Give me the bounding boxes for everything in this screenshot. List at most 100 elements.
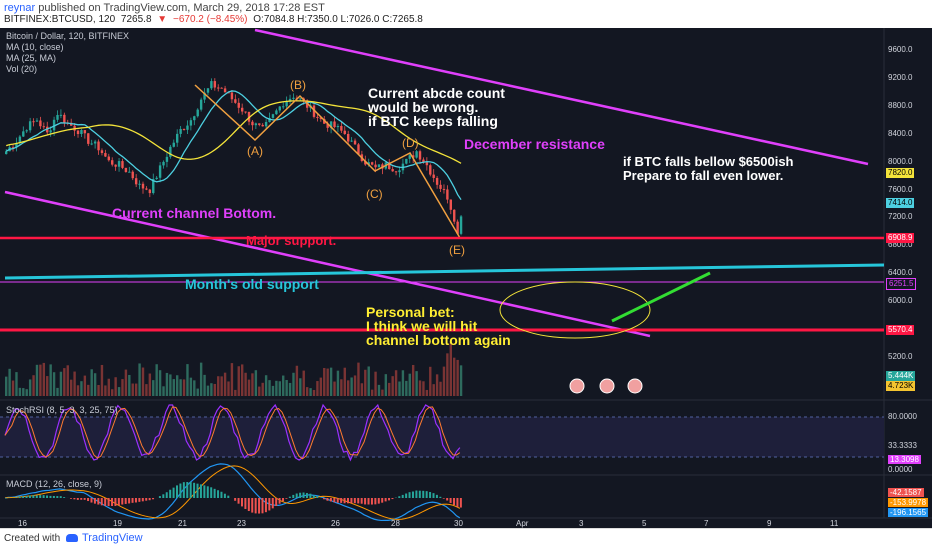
macd-histogram-bar [101, 498, 103, 505]
macd-histogram-bar [426, 491, 428, 498]
macd-histogram-bar [446, 498, 448, 501]
volume-bar [132, 384, 134, 396]
macd-histogram-bar [265, 498, 267, 512]
chart-area[interactable]: Bitcoin / Dollar, 120, BITFINEX MA (10, … [0, 28, 932, 528]
volume-bar [91, 369, 93, 396]
volume-bar [53, 372, 55, 396]
abcde-note: Current abcde count would be wrong. if B… [368, 86, 505, 128]
time-tick-label: 23 [237, 519, 246, 528]
candle-body [132, 172, 134, 178]
month-support-label: Month's old support [185, 277, 319, 291]
volume-bar [453, 358, 455, 396]
volume-bar [149, 374, 151, 396]
volume-bar [60, 372, 62, 396]
volume-bar [439, 382, 441, 396]
volume-bar [426, 390, 428, 396]
volume-bar [197, 389, 199, 396]
candle-body [162, 162, 164, 166]
candle-body [241, 108, 243, 112]
volume-bar [135, 384, 137, 396]
volume-bar [303, 371, 305, 396]
tradingview-brand-link[interactable]: TradingView [66, 532, 143, 544]
macd-histogram-bar [200, 484, 202, 498]
candle-body [104, 153, 106, 157]
price-tick-label: 7200.0 [888, 212, 912, 221]
volume-bar [309, 388, 311, 396]
volume-bar [255, 370, 257, 396]
volume-legend[interactable]: Vol (20) [6, 64, 37, 74]
macd-histogram-bar [326, 498, 328, 501]
low-support-price-tag: 5570.4 [886, 325, 914, 335]
macd-signal-line [5, 466, 460, 520]
macd-histogram-bar [91, 498, 93, 503]
wave-a-label: (A) [247, 144, 263, 158]
macd-histogram-bar [26, 496, 28, 498]
macd-histogram-bar [402, 495, 404, 498]
volume-bar [340, 379, 342, 396]
macd-histogram-bar [224, 494, 226, 498]
macd-histogram-bar [344, 498, 346, 503]
macd-histogram-bar [412, 492, 414, 498]
macd-histogram-bar [275, 498, 277, 506]
candle-body [244, 112, 246, 113]
volume-bar [207, 386, 209, 396]
volume-bar [8, 369, 10, 396]
macd-histogram-bar [333, 498, 335, 502]
ma10-legend[interactable]: MA (10, close) [6, 42, 64, 52]
volume-bar [429, 367, 431, 396]
volume-bar [446, 353, 448, 396]
macd-histogram-bar [15, 497, 17, 498]
macd-legend[interactable]: MACD (12, 26, close, 9) [6, 479, 102, 489]
candle-body [395, 171, 397, 172]
brand-name: TradingView [82, 532, 143, 544]
price-tick-label: 9600.0 [888, 45, 912, 54]
volume-bar [118, 387, 120, 396]
volume-bar [234, 390, 236, 396]
time-tick-label: 7 [704, 519, 708, 528]
candle-body [56, 115, 58, 120]
macd-histogram-bar [19, 497, 21, 498]
ma25-legend[interactable]: MA (25, MA) [6, 53, 56, 63]
candle-body [238, 103, 240, 108]
volume-bar [385, 374, 387, 396]
volume-bar [265, 375, 267, 396]
event-flag-icon[interactable] [600, 379, 614, 393]
macd-histogram-bar [350, 498, 352, 503]
time-tick-label: 30 [454, 519, 463, 528]
volume-bar [272, 386, 274, 396]
macd-histogram-bar [422, 491, 424, 498]
stochrsi-legend[interactable]: StochRSI (8, 5, 3, 3, 25, 75) [6, 405, 118, 415]
macd-histogram-bar [77, 498, 79, 500]
volume-bar [142, 368, 144, 396]
candle-body [176, 134, 178, 143]
candle-body [453, 210, 455, 222]
candle-body [63, 115, 65, 123]
macd-histogram-bar [409, 492, 411, 498]
bet-line1: Personal bet: [366, 305, 511, 319]
volume-bar [125, 370, 127, 396]
author-link[interactable]: reynar [4, 2, 35, 14]
macd-histogram-bar [197, 484, 199, 498]
candle-body [26, 130, 28, 131]
macd-histogram-bar [272, 498, 274, 508]
candle-body [436, 178, 438, 185]
volume-bar [227, 381, 229, 396]
macd-histogram-bar [450, 498, 452, 503]
candle-body [80, 130, 82, 134]
macd-histogram-bar [169, 490, 171, 498]
candle-body [292, 98, 294, 99]
candle-body [231, 93, 233, 100]
volume-bar [364, 370, 366, 396]
macd-histogram-bar [84, 498, 86, 500]
macd-histogram-bar [190, 482, 192, 498]
candle-body [5, 151, 7, 154]
stoch-tick-label: 0.0000 [888, 465, 912, 474]
volume-bar [241, 364, 243, 396]
event-flag-icon[interactable] [628, 379, 642, 393]
volume-bar [244, 373, 246, 396]
volume-series [5, 342, 462, 396]
event-flag-icon[interactable] [570, 379, 584, 393]
price-tick-label: 7600.0 [888, 185, 912, 194]
price-tick-label: 6000.0 [888, 296, 912, 305]
candle-body [200, 100, 202, 110]
